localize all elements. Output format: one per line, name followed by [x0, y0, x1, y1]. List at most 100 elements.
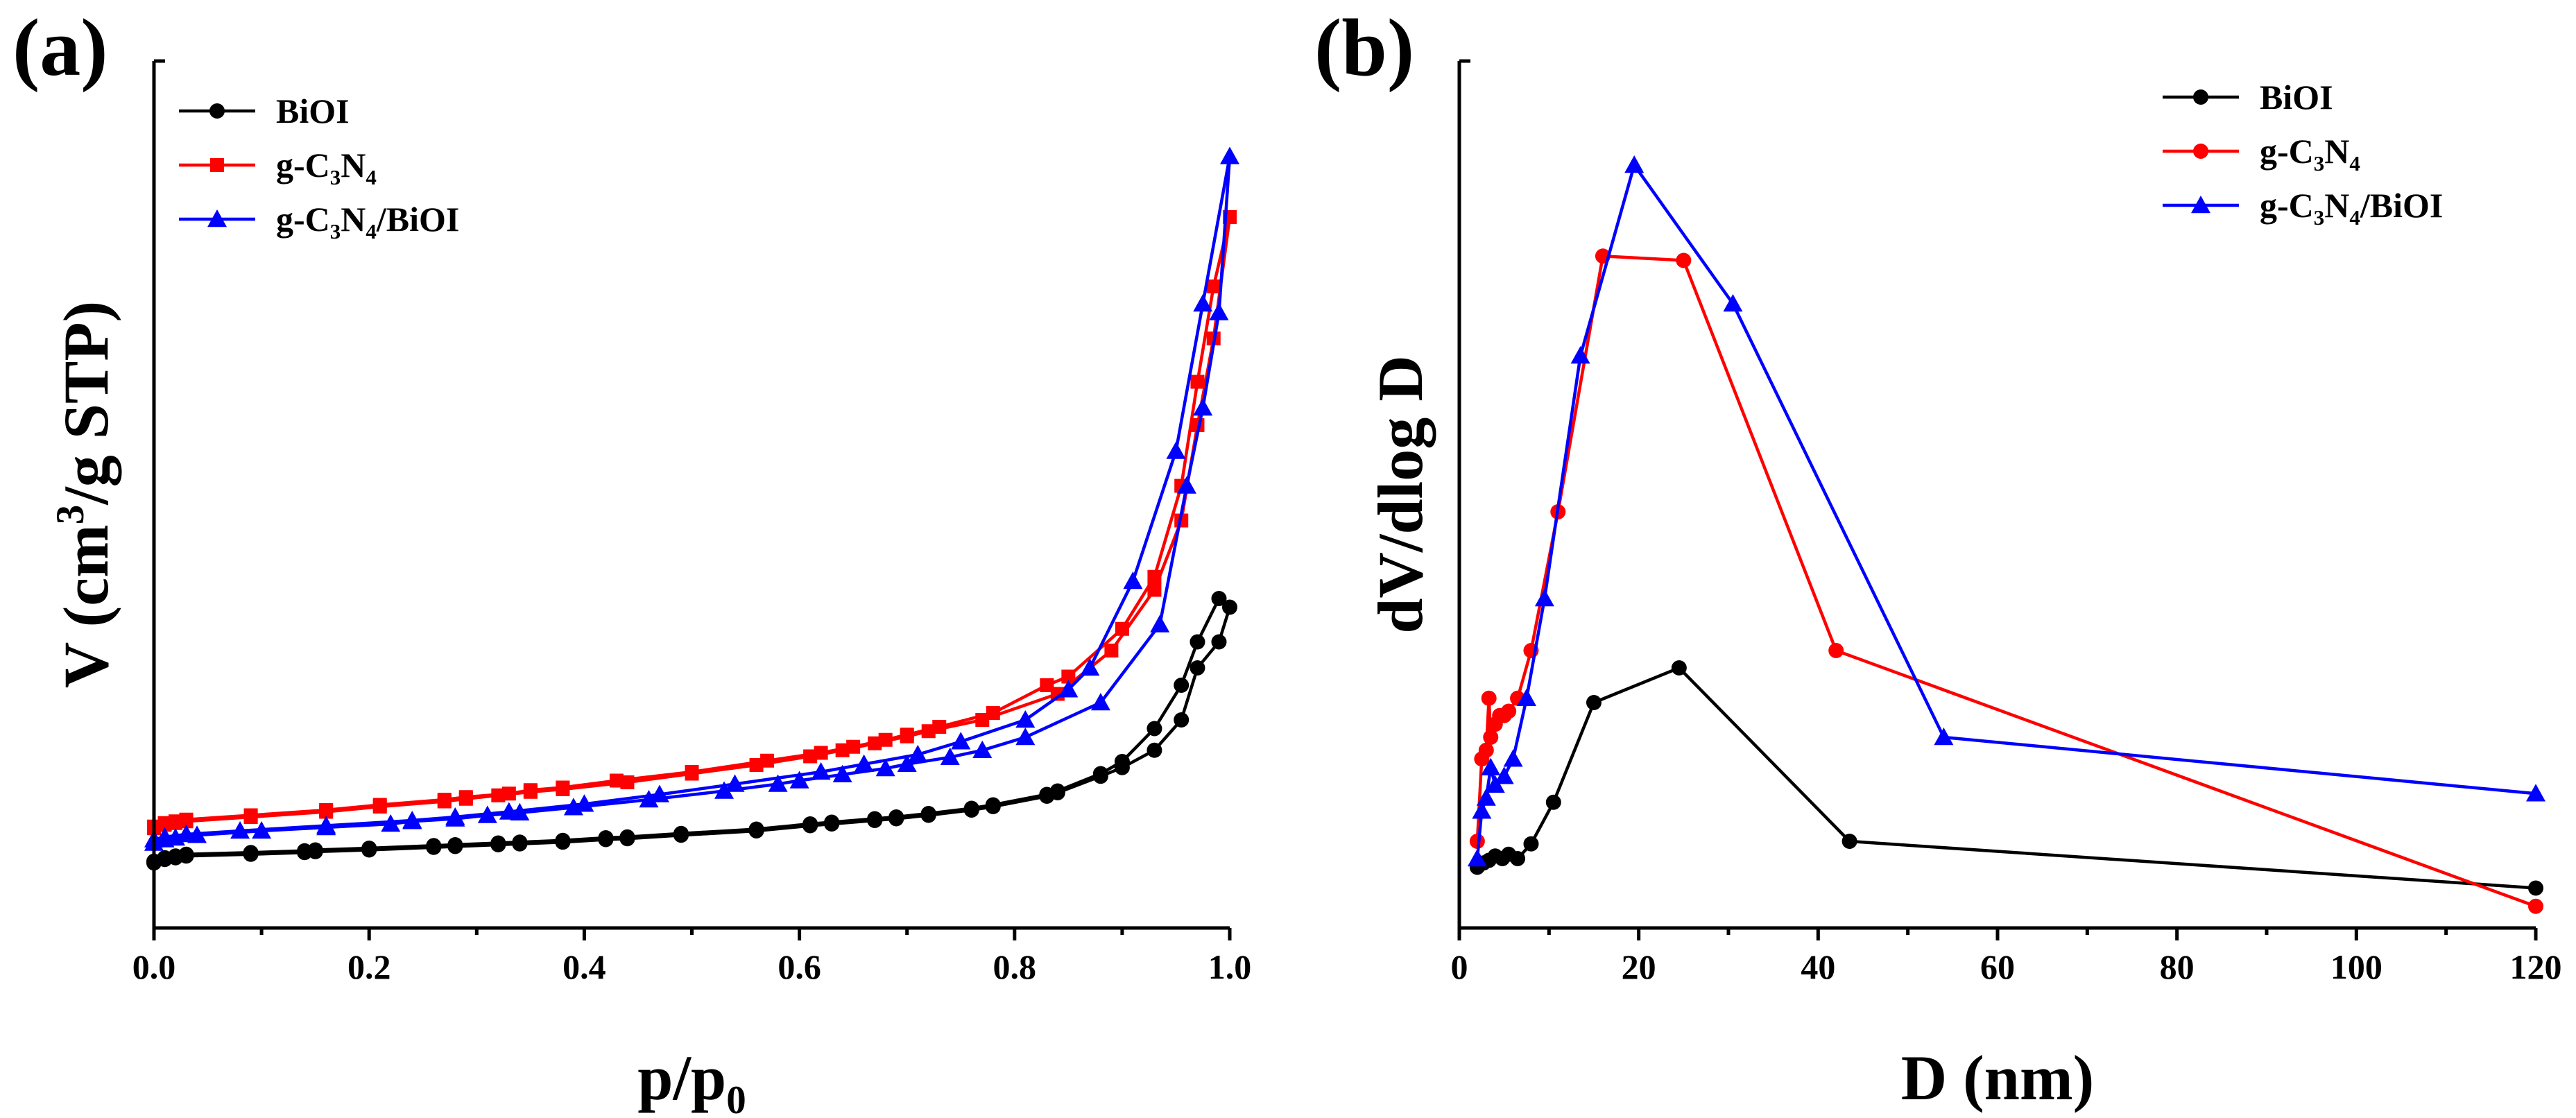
data-point	[501, 786, 516, 801]
data-point	[1517, 688, 1536, 706]
data-point	[381, 814, 401, 832]
legend-item: BiOI	[179, 92, 350, 130]
legend: BiOI g-C3N4 g-C3N4/BiOI	[2163, 78, 2443, 230]
data-point	[179, 812, 194, 827]
data-point	[361, 841, 377, 856]
data-point	[512, 834, 528, 850]
x-tick-label: 0.4	[563, 947, 606, 986]
legend-marker	[209, 103, 225, 119]
data-point	[921, 724, 936, 739]
data-point	[803, 749, 818, 764]
data-point	[1510, 851, 1526, 866]
series-1	[1469, 660, 2543, 896]
series-line	[153, 155, 1232, 845]
legend-marker	[2191, 196, 2210, 214]
data-point	[574, 794, 594, 812]
data-point	[685, 765, 699, 779]
data-point	[749, 758, 764, 772]
panel-b: 0 20 40 60 80 100 120 D (nm) dV/dlog D (b) BiOI g-C…	[1314, 2, 2562, 1113]
data-point	[316, 816, 336, 834]
data-point	[1545, 794, 1561, 810]
data-point	[445, 807, 465, 825]
data-point	[975, 713, 990, 727]
data-point	[1222, 599, 1237, 615]
data-point	[1050, 687, 1065, 701]
x-tick-label: 20	[1622, 947, 1656, 986]
data-point	[1092, 766, 1108, 782]
x-axis-title: p/p0	[637, 1042, 746, 1118]
data-point	[1147, 742, 1162, 758]
x-tick-label: 40	[1801, 947, 1835, 986]
data-point	[867, 811, 883, 827]
data-point	[908, 745, 928, 763]
data-point	[1828, 643, 1844, 658]
legend-marker	[210, 158, 224, 172]
data-point	[1058, 680, 1079, 698]
legend-item: BiOI	[2163, 78, 2333, 117]
data-point	[878, 732, 893, 747]
x-tick-label: 60	[1980, 947, 2015, 986]
data-point	[1478, 742, 1494, 758]
data-point	[1061, 669, 1076, 684]
x-tick-label: 1.0	[1208, 947, 1252, 986]
data-point	[1104, 644, 1119, 657]
panel-a: 0.0 0.2 0.4 0.6 0.8 1.0 p/p0 V (cm3/g STP) (a) Bi…	[12, 2, 1251, 1118]
data-point	[252, 821, 272, 839]
x-tick-label: 0	[1451, 947, 1468, 986]
data-point	[1114, 754, 1130, 769]
data-point	[951, 732, 971, 750]
data-point	[1570, 346, 1590, 364]
legend-item: g-C3N4	[179, 146, 377, 189]
data-point	[1190, 660, 1205, 676]
x-tick-label: 0.0	[132, 947, 176, 986]
data-point	[1193, 294, 1213, 312]
legend-label: g-C3N4/BiOI	[2260, 186, 2443, 230]
data-point	[1476, 788, 1496, 806]
data-point	[372, 798, 387, 812]
legend: BiOI g-C3N4 g-C3N4/BiOI	[179, 92, 459, 243]
data-point	[499, 802, 519, 820]
data-point	[1123, 571, 1143, 590]
panel-label: (b)	[1314, 2, 1414, 93]
data-point	[1040, 678, 1054, 692]
data-point	[490, 835, 506, 851]
series-3	[144, 146, 1239, 851]
data-point	[875, 759, 895, 777]
data-point	[2528, 898, 2543, 914]
data-point	[1676, 252, 1692, 268]
legend-label: g-C3N4	[2260, 132, 2360, 175]
series-1	[146, 591, 1237, 871]
data-point	[940, 747, 960, 765]
data-point	[1166, 441, 1186, 459]
legend-item: g-C3N4	[2163, 132, 2360, 175]
data-point	[748, 821, 764, 837]
legend-label: g-C3N4	[276, 146, 377, 189]
data-point	[986, 706, 1000, 720]
data-point	[1211, 634, 1227, 650]
data-point	[1671, 660, 1687, 676]
data-point	[402, 811, 422, 829]
data-point	[1190, 375, 1205, 389]
data-point	[458, 790, 473, 805]
data-point	[1193, 398, 1213, 416]
data-point	[620, 775, 635, 789]
data-point	[1039, 786, 1055, 802]
series-line	[1475, 255, 2536, 908]
data-point	[888, 809, 904, 825]
data-point	[1015, 728, 1036, 746]
legend-label: BiOI	[276, 92, 350, 130]
data-point	[789, 771, 809, 789]
data-point	[609, 773, 624, 788]
series-line	[153, 215, 1232, 830]
x-tick-label: 0.8	[993, 947, 1037, 986]
data-point	[1534, 589, 1554, 607]
x-tick-label: 80	[2160, 947, 2195, 986]
data-point	[243, 808, 258, 823]
data-point	[523, 783, 538, 798]
data-point	[1176, 476, 1196, 494]
legend-marker	[2193, 89, 2208, 105]
data-point	[1472, 801, 1492, 819]
data-point	[2528, 880, 2543, 896]
data-point	[556, 780, 570, 795]
